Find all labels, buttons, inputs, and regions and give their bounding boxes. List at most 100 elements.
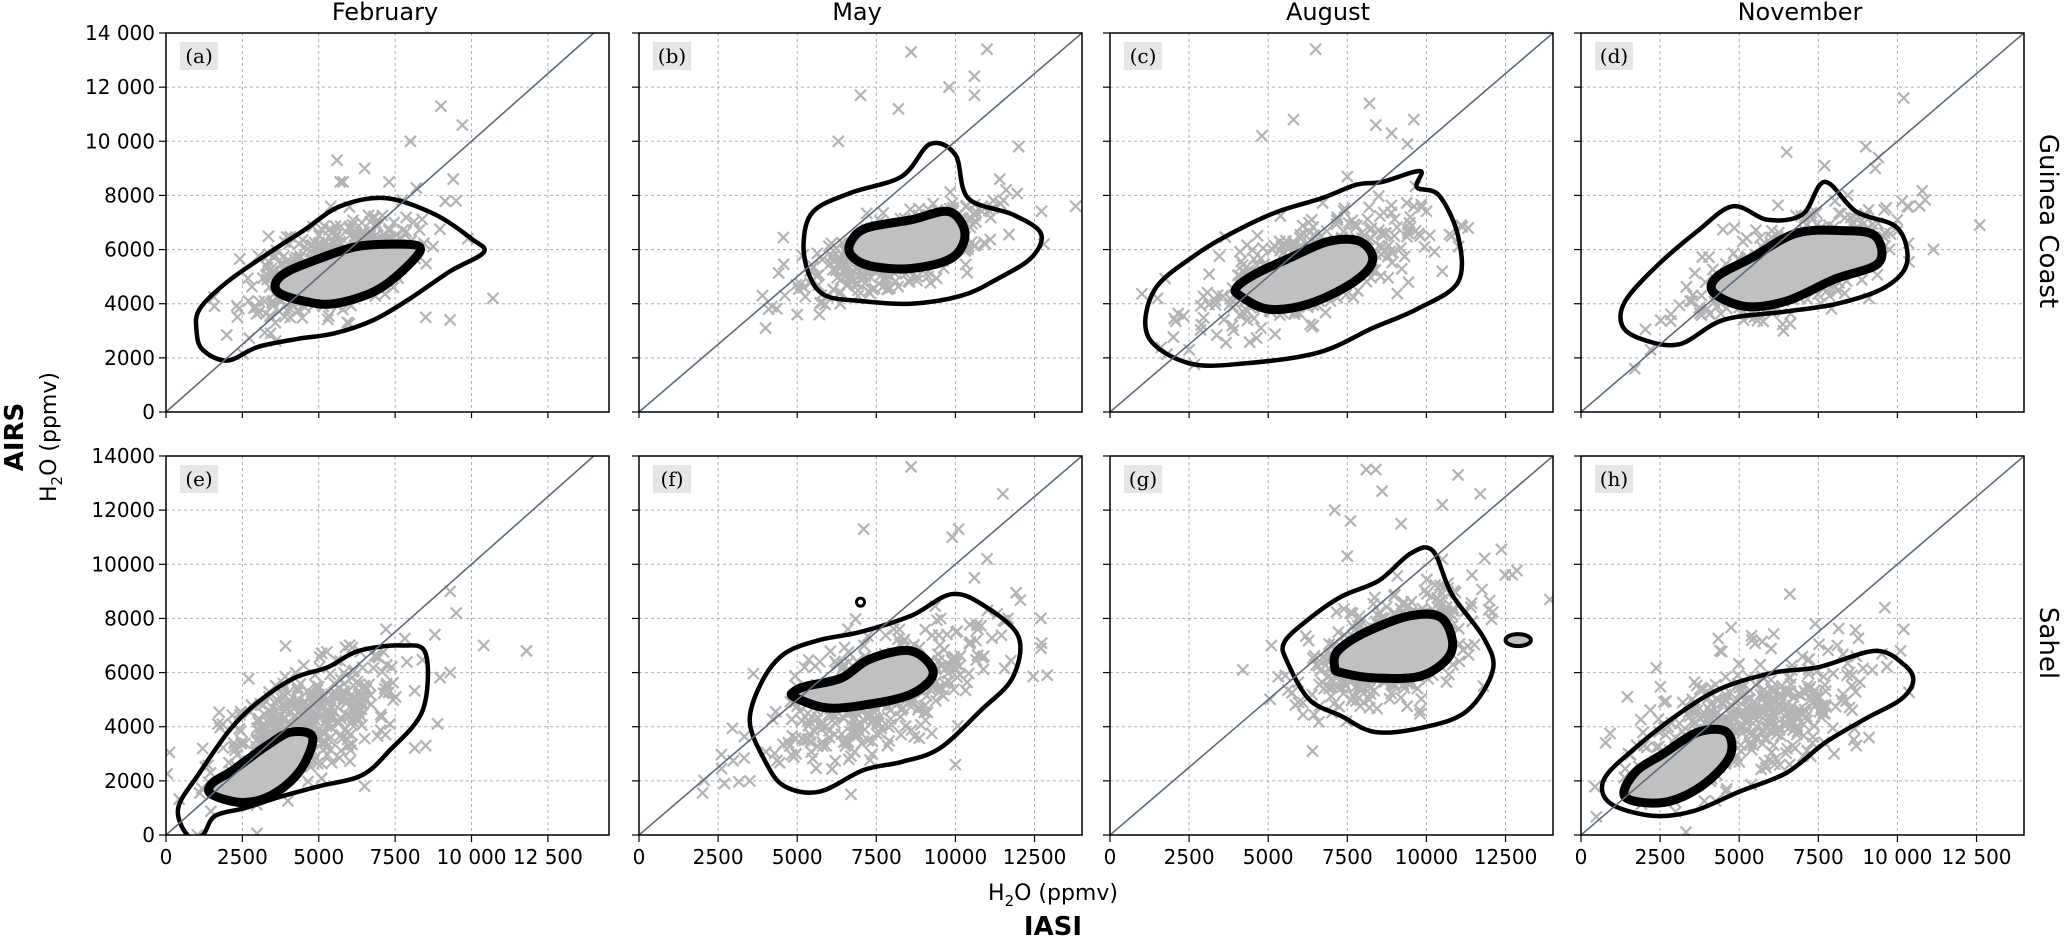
scatter-point [1210,328,1223,342]
panel-label-box [1595,42,1633,70]
scatter-point [216,718,229,731]
scatter-point [894,728,908,742]
x-tick-label: 2500 [1164,845,1215,869]
scatter-point [929,694,943,707]
scatter-point [999,183,1013,197]
scatter-point [1390,220,1404,234]
scatter-point [1505,568,1519,582]
scatter-point [1649,661,1663,675]
panel-e: (e) 0 2500 5000 7500 10 000 12 500 0 2000 4000 600… [91,444,610,869]
scatter-point [1715,645,1729,658]
scatter-point [952,522,965,536]
scatter-point [844,266,857,280]
scatter-point [1344,514,1357,528]
scatter-point [1243,335,1256,349]
scatter-point [732,775,746,789]
scatter-point [322,309,336,323]
scatter-point [433,222,447,236]
scatter-point [1755,635,1769,648]
scatter-point [1436,592,1450,606]
scatter-point [1237,307,1251,320]
scatter-point [1850,739,1863,752]
scatter-point [1696,710,1710,723]
scatter-point [1360,463,1373,476]
scatter-point [944,185,957,199]
scatter-point [825,762,839,776]
panel-g: (g) 0 2500 5000 7500 10000 12500 [1103,455,1554,869]
scatter-point [1826,721,1840,735]
scatter-point [250,827,264,835]
scatter-point [1394,517,1408,530]
scatter-point [876,280,889,294]
scatter-point [1009,586,1023,600]
scatter-point [1332,679,1345,693]
scatter-point [1705,713,1718,726]
scatter-point [1375,484,1389,498]
scatter-point [1897,622,1911,636]
scatter-point [777,257,791,271]
panel-c: (c) [1103,32,1554,418]
scatter-point [1703,307,1717,320]
scatter-point [1418,240,1431,254]
scatter-point [1332,700,1346,713]
identity-line [639,456,1082,835]
scatter-point [1915,184,1929,198]
x-tick-label: 2500 [217,845,268,869]
panel-frame [638,32,1083,413]
panel-frame [165,455,610,836]
scatter-point [1785,707,1799,721]
scatter-point [892,102,905,116]
scatter-point [1335,681,1348,694]
scatter-point [1740,231,1753,245]
panel-label: (b) [653,42,691,70]
scatter-point [1407,113,1421,126]
scatter-point [343,755,357,768]
scatter-point [848,711,862,724]
scatter-point [1364,681,1377,695]
scatter-point [333,175,347,189]
y-tick-label: 10 000 [85,129,155,153]
scatter-point [882,734,896,748]
scatter-point [1362,201,1376,214]
scatter-point [1442,668,1456,681]
scatter-point [1590,810,1603,824]
panel-label-text: (c) [1130,44,1157,68]
scatter-point [1849,685,1862,699]
scatter-point [329,686,342,700]
y-tick-label: 0 [142,400,155,424]
panel-label-text: (e) [185,467,212,491]
scatter-point [1693,682,1707,696]
scatter-point [1710,692,1723,706]
panel-label-text: (b) [658,44,686,68]
scatter-point [1241,313,1254,327]
scatter-point [738,730,751,743]
scatter-point [1026,670,1040,683]
scatter-point [1420,573,1434,586]
scatter-point [1588,780,1602,793]
scatter-point [315,737,328,751]
scatter-point [1012,140,1025,153]
scatter-point [1305,213,1319,227]
scatter-point [1767,627,1780,641]
scatter-point [233,252,247,266]
y-tick-label: 6000 [104,238,155,262]
scatter-point [1369,463,1383,476]
scatter-point [802,732,815,746]
scatter-point [942,80,956,94]
scatter-point [1451,468,1465,482]
scatter-point [306,688,319,701]
scatter-point [486,292,500,305]
scatter-point [1403,216,1416,230]
scatter-point [1338,202,1351,215]
scatter-point [1213,249,1226,263]
x-tick-label: 2500 [693,845,744,869]
identity-line [1110,33,1553,412]
scatter-point [895,703,908,717]
scatter-point [1483,594,1496,607]
panel-frame [1109,455,1554,836]
scatter-point [861,734,875,747]
scatter-point [1320,224,1334,238]
scatter-point [1817,670,1830,683]
col-title-august: August [1286,0,1370,26]
scatter-point [443,666,457,679]
